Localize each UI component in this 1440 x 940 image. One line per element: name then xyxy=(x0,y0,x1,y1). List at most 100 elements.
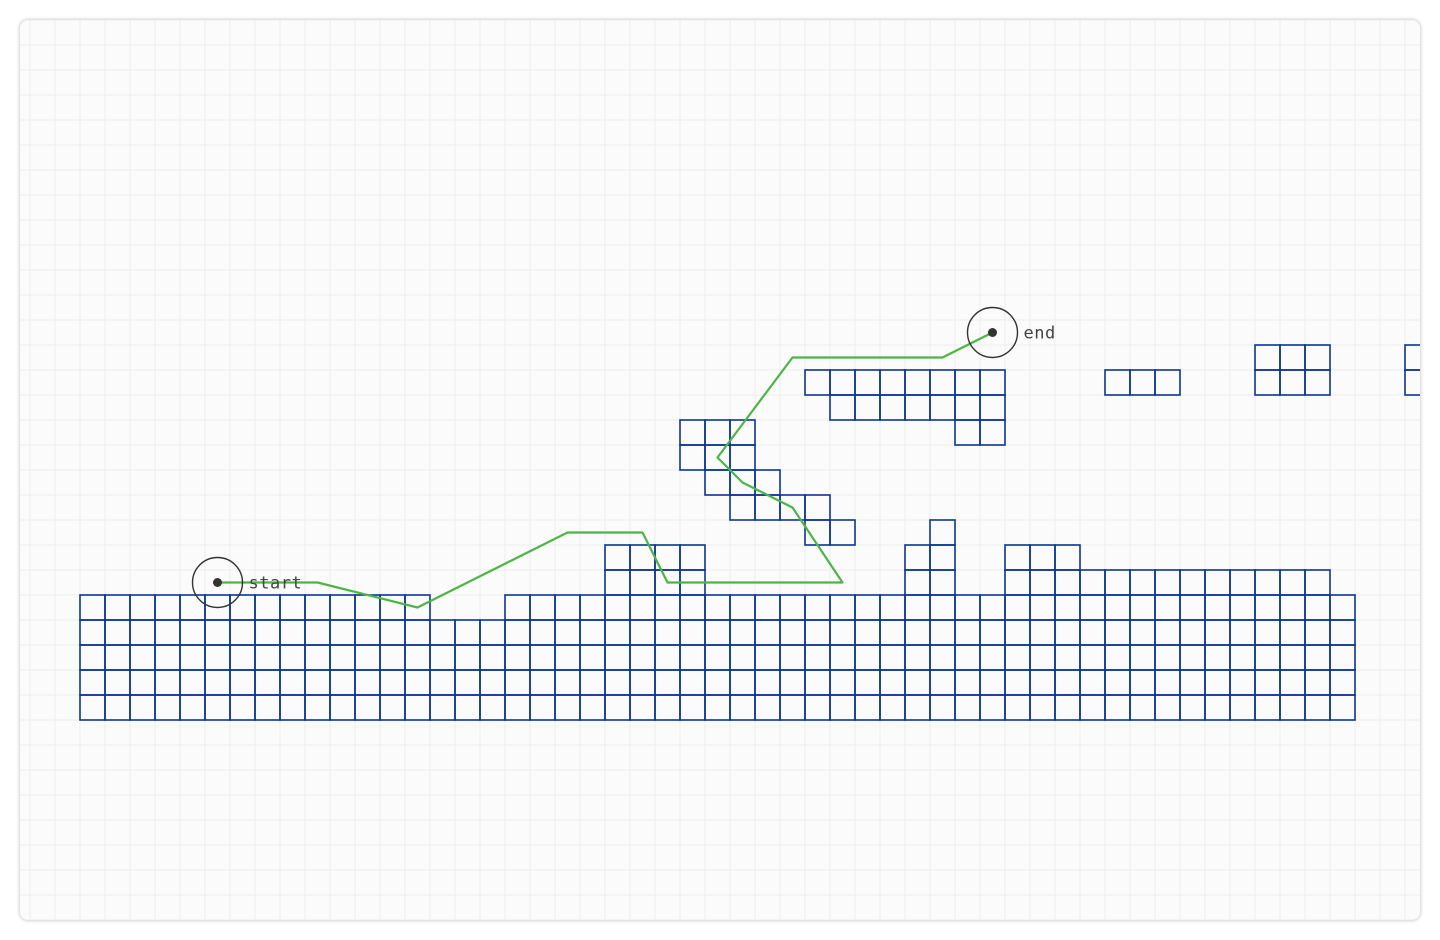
tile xyxy=(1029,569,1056,596)
tile xyxy=(379,619,406,646)
tile xyxy=(1054,594,1081,621)
tile xyxy=(1254,344,1281,371)
tile xyxy=(704,644,731,671)
tile xyxy=(254,619,281,646)
tile xyxy=(1179,619,1206,646)
tile xyxy=(804,619,831,646)
tile xyxy=(1104,369,1131,396)
tile xyxy=(854,644,881,671)
tile xyxy=(804,594,831,621)
tile xyxy=(554,669,581,696)
tile xyxy=(1004,544,1031,571)
tile xyxy=(479,619,506,646)
tile xyxy=(79,644,106,671)
tile xyxy=(1404,344,1420,371)
tile xyxy=(129,644,156,671)
tile xyxy=(204,669,231,696)
tile xyxy=(1304,694,1331,721)
tile xyxy=(1404,369,1420,396)
tile xyxy=(604,694,631,721)
tile xyxy=(1279,594,1306,621)
tile xyxy=(629,694,656,721)
tile xyxy=(1129,369,1156,396)
start-ring xyxy=(191,556,244,609)
tile xyxy=(179,594,206,621)
tile xyxy=(1254,619,1281,646)
tile xyxy=(1004,569,1031,596)
tile xyxy=(904,544,931,571)
tile xyxy=(929,694,956,721)
tile xyxy=(879,369,906,396)
tile xyxy=(979,594,1006,621)
tile xyxy=(979,369,1006,396)
tile xyxy=(1079,619,1106,646)
tile xyxy=(904,619,931,646)
tile xyxy=(1129,669,1156,696)
tile xyxy=(1254,369,1281,396)
tile xyxy=(804,694,831,721)
tile xyxy=(779,619,806,646)
tile xyxy=(304,594,331,621)
tile xyxy=(129,694,156,721)
start-marker[interactable]: start xyxy=(191,556,303,609)
tile xyxy=(1029,619,1056,646)
tile xyxy=(954,369,981,396)
tile xyxy=(654,694,681,721)
tile xyxy=(604,569,631,596)
end-marker[interactable]: end xyxy=(966,306,1056,359)
tile xyxy=(1229,644,1256,671)
tile xyxy=(1029,544,1056,571)
tile xyxy=(179,694,206,721)
tile xyxy=(504,619,531,646)
tile xyxy=(1079,694,1106,721)
tile xyxy=(1054,569,1081,596)
tile xyxy=(829,619,856,646)
tile xyxy=(629,644,656,671)
tile xyxy=(829,669,856,696)
tile xyxy=(579,694,606,721)
tile xyxy=(354,694,381,721)
tile xyxy=(454,619,481,646)
tile xyxy=(1279,644,1306,671)
tile xyxy=(1279,369,1306,396)
tile xyxy=(679,644,706,671)
tile xyxy=(1304,369,1331,396)
tile xyxy=(704,469,731,496)
tile xyxy=(854,369,881,396)
tile xyxy=(879,694,906,721)
tile xyxy=(904,569,931,596)
tile xyxy=(1279,694,1306,721)
tile xyxy=(154,644,181,671)
tile xyxy=(1254,569,1281,596)
tile xyxy=(604,594,631,621)
tile xyxy=(904,669,931,696)
tile xyxy=(879,669,906,696)
tile xyxy=(754,694,781,721)
tile xyxy=(354,669,381,696)
tile xyxy=(204,644,231,671)
path-line xyxy=(217,331,993,609)
tile xyxy=(679,544,706,571)
tile xyxy=(129,619,156,646)
tile xyxy=(229,644,256,671)
tile xyxy=(104,594,131,621)
level-scene[interactable]: start end xyxy=(20,20,1420,920)
tile xyxy=(729,494,756,521)
tile xyxy=(379,669,406,696)
tile xyxy=(1154,369,1181,396)
tile xyxy=(929,369,956,396)
tile xyxy=(629,619,656,646)
game-canvas[interactable]: start end xyxy=(20,20,1420,920)
tile xyxy=(929,644,956,671)
tile xyxy=(954,419,981,446)
tile xyxy=(679,419,706,446)
tile xyxy=(1179,669,1206,696)
tile xyxy=(954,669,981,696)
tile xyxy=(704,619,731,646)
tile xyxy=(329,669,356,696)
tile xyxy=(779,694,806,721)
tile xyxy=(1304,344,1331,371)
tile xyxy=(329,644,356,671)
tile xyxy=(929,669,956,696)
tile xyxy=(904,594,931,621)
